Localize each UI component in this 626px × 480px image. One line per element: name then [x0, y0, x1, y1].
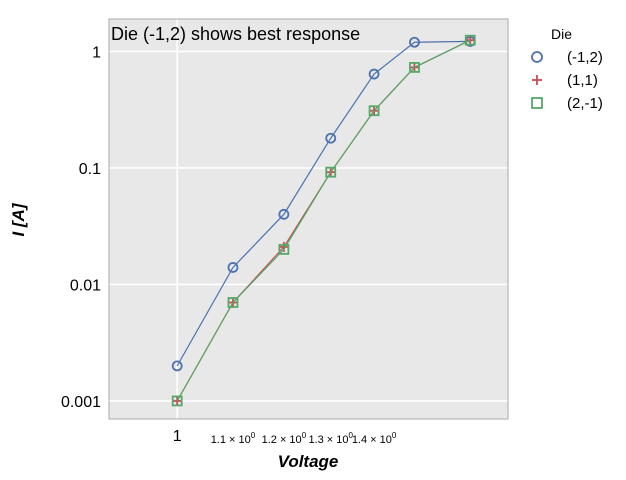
data-point	[227, 297, 239, 308]
y-axis-title: I [A]	[9, 202, 28, 236]
data-point	[227, 262, 239, 273]
legend-marker	[531, 97, 543, 109]
x-axis-title: Voltage	[278, 452, 339, 471]
data-point	[278, 241, 289, 252]
data-point	[171, 395, 183, 407]
plot-frame	[108, 18, 509, 420]
data-point	[171, 360, 183, 372]
series-layer	[171, 34, 476, 407]
legend: Die (-1,2) (1,1) (2,-1)	[531, 26, 603, 112]
series-1	[171, 36, 476, 372]
legend-marker	[532, 75, 542, 85]
data-point	[325, 166, 337, 178]
legend-label: (-1,2)	[567, 49, 603, 66]
data-point	[278, 208, 290, 220]
data-point	[368, 68, 380, 80]
data-point	[464, 34, 476, 46]
legend-label: (1,1)	[567, 72, 598, 89]
series-line	[176, 39, 471, 402]
y-tick-label: 0.001	[61, 394, 101, 411]
x-tick-label: 1	[173, 428, 182, 445]
data-point	[368, 105, 380, 117]
legend-title: Die	[551, 26, 572, 42]
x-minor-tick-label: 1.4 × 100	[352, 431, 397, 446]
data-point	[325, 132, 337, 144]
series-line	[176, 40, 471, 367]
x-minor-tick-label: 1.1 × 100	[211, 431, 256, 446]
data-point	[409, 36, 420, 48]
legend-label: (2,-1)	[567, 95, 603, 112]
legend-marker	[531, 51, 543, 63]
annotation: Die (-1,2) shows best response	[111, 24, 360, 44]
y-tick-label: 1	[92, 44, 101, 61]
data-point	[172, 395, 183, 406]
x-minor-tick-label: 1.2 × 100	[262, 431, 307, 446]
x-minor-tick-label: 1.3 × 100	[308, 431, 353, 446]
y-tick-labels: 0.001 0.01 0.1 1	[61, 44, 101, 410]
data-point	[278, 243, 290, 255]
y-tick-label: 0.1	[79, 161, 101, 178]
data-point	[409, 61, 420, 73]
plot-area	[109, 19, 508, 419]
series-3	[171, 34, 476, 407]
y-tick-label: 0.01	[70, 277, 101, 294]
data-point	[465, 35, 476, 46]
